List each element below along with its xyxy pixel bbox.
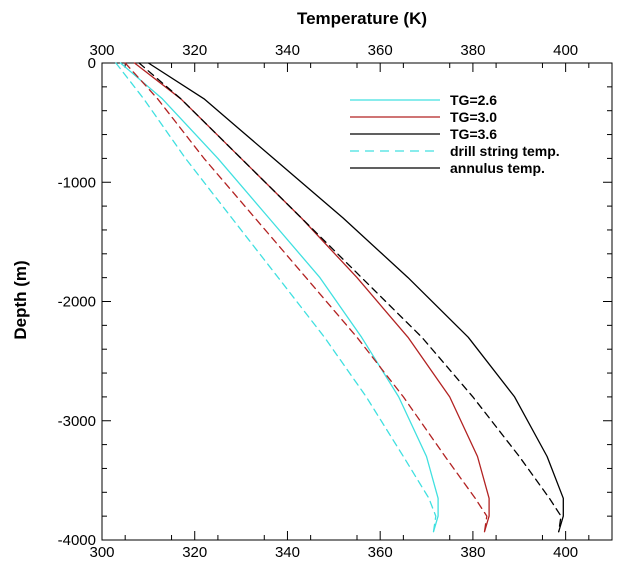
- x-tick-label-top: 340: [275, 42, 300, 59]
- legend-label: TG=3.0: [450, 109, 497, 125]
- series-line-tg-3-6-drill-string: [138, 62, 562, 533]
- y-tick-label: -2000: [58, 294, 96, 311]
- series-lines: [115, 62, 564, 533]
- y-tick-label: -3000: [58, 413, 96, 430]
- tick-labels: 300 320 340 360 380 400 300 320 340 360 380 400 0 -10…: [58, 42, 579, 561]
- y-tick-label: 0: [88, 55, 96, 72]
- x-tick-label-top: 360: [368, 42, 393, 59]
- series-line-tg-3-0-drill-string: [124, 62, 488, 533]
- legend-label: annulus temp.: [450, 160, 545, 176]
- x-axis-title: Temperature (K): [297, 9, 427, 28]
- y-axis-title: Depth (m): [11, 260, 30, 339]
- x-tick-label-bottom: 300: [89, 544, 114, 561]
- x-tick-label-top: 320: [182, 42, 207, 59]
- y-tick-label: -1000: [58, 174, 96, 191]
- x-tick-label-bottom: 340: [275, 544, 300, 561]
- x-tick-label-bottom: 320: [182, 544, 207, 561]
- y-tick-label: -4000: [58, 532, 96, 549]
- series-line-tg-2-6-drill-string: [115, 62, 437, 533]
- legend-label: TG=2.6: [450, 92, 497, 108]
- legend-label: TG=3.6: [450, 126, 497, 142]
- series-line-tg-2-6-annulus: [119, 62, 439, 533]
- axis-ticks: [101, 62, 612, 541]
- x-tick-label-top: 400: [553, 42, 578, 59]
- x-tick-label-bottom: 360: [368, 544, 393, 561]
- legend-label: drill string temp.: [450, 143, 560, 159]
- series-line-tg-3-6-annulus: [147, 62, 564, 533]
- x-tick-label-bottom: 400: [553, 544, 578, 561]
- x-tick-label-top: 300: [89, 42, 114, 59]
- x-tick-label-top: 380: [460, 42, 485, 59]
- x-tick-label-bottom: 380: [460, 544, 485, 561]
